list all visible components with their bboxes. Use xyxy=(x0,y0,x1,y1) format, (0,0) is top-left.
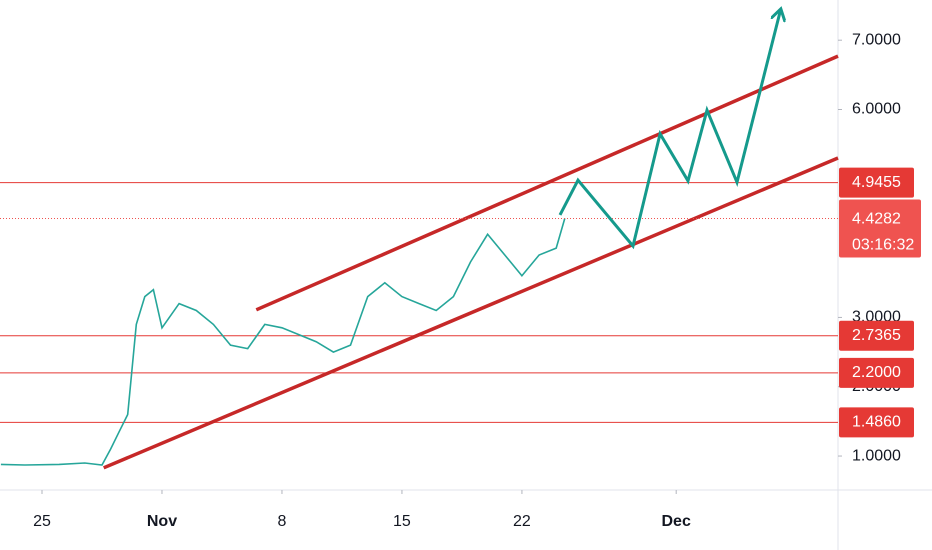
level-label-bg xyxy=(839,167,914,198)
x-tick-label: 22 xyxy=(513,513,531,530)
x-tick-label: Nov xyxy=(147,513,177,530)
x-tick-label: 25 xyxy=(33,513,51,530)
last-price-bg xyxy=(839,199,921,258)
countdown-label: 03:16:32 xyxy=(852,237,914,254)
level-label: 1.4860 xyxy=(852,414,901,431)
price-line xyxy=(0,218,566,466)
channel-line xyxy=(255,54,839,312)
last-price-label: 4.4282 xyxy=(852,211,901,228)
projection-path xyxy=(558,12,780,250)
channel-line xyxy=(103,156,839,470)
level-label-bg xyxy=(839,407,914,438)
x-tick-label: Dec xyxy=(662,513,691,530)
y-tick-label: 1.0000 xyxy=(852,447,901,464)
x-tick-label: 15 xyxy=(393,513,411,530)
y-tick-label: 6.0000 xyxy=(852,101,901,118)
x-tick-label: 8 xyxy=(278,513,287,530)
level-label-bg xyxy=(839,357,914,388)
level-label: 4.9455 xyxy=(852,174,901,191)
level-label: 2.7365 xyxy=(852,327,901,344)
level-label-bg xyxy=(839,320,914,351)
y-tick-label: 7.0000 xyxy=(852,31,901,48)
level-label: 2.2000 xyxy=(852,364,901,381)
